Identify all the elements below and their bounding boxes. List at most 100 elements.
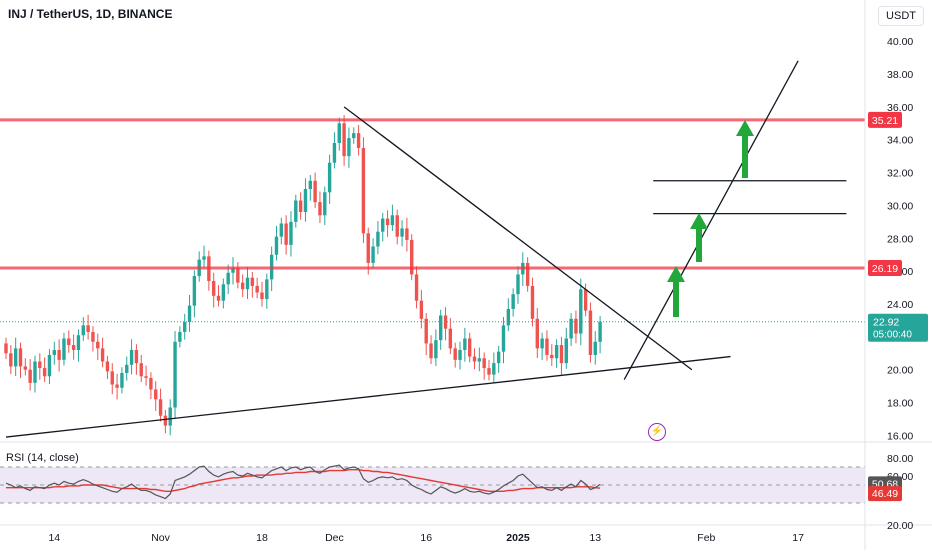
candle-body[interactable] (226, 272, 230, 285)
candle-body[interactable] (289, 221, 293, 245)
candle-body[interactable] (13, 348, 18, 367)
candle-body[interactable] (366, 233, 370, 263)
candle-body[interactable] (202, 256, 206, 260)
candle-body[interactable] (381, 218, 385, 232)
candle-body[interactable] (443, 315, 448, 329)
candle-body[interactable] (139, 363, 143, 377)
candle-body[interactable] (482, 358, 486, 369)
candle-body[interactable] (110, 371, 114, 385)
drawing-lines[interactable] (0, 60, 865, 438)
candle-body[interactable] (154, 389, 158, 400)
candle-body[interactable] (183, 322, 187, 332)
candle-body[interactable] (439, 315, 443, 341)
candle-body[interactable] (52, 350, 56, 355)
rsi-ma-line[interactable] (6, 469, 601, 492)
target-arrow-icon[interactable] (736, 120, 754, 178)
candle-body[interactable] (405, 228, 409, 240)
candle-body[interactable] (458, 350, 462, 360)
candle-body[interactable] (173, 341, 177, 408)
candle-body[interactable] (265, 279, 269, 300)
candle-body[interactable] (236, 267, 240, 283)
candle-body[interactable] (100, 348, 105, 362)
candle-body[interactable] (71, 345, 76, 350)
candle-body[interactable] (38, 361, 42, 369)
symbol-title[interactable]: INJ / TetherUS, 1D, BINANCE (8, 7, 173, 21)
candle-body[interactable] (385, 218, 390, 226)
candle-body[interactable] (598, 321, 602, 342)
candle-body[interactable] (23, 366, 28, 370)
rsi-label[interactable]: RSI (14, close) (6, 452, 79, 464)
candle-body[interactable] (376, 231, 380, 247)
candle-body[interactable] (424, 318, 428, 344)
candle-body[interactable] (501, 325, 506, 352)
candle-body[interactable] (28, 369, 32, 383)
candle-body[interactable] (564, 338, 568, 364)
candle-body[interactable] (506, 308, 511, 326)
candle-body[interactable] (308, 180, 312, 189)
candle-body[interactable] (105, 361, 110, 372)
candle-body[interactable] (414, 274, 419, 301)
candle-body[interactable] (221, 284, 226, 301)
trendline-descending-resistance[interactable] (343, 106, 693, 371)
candle-body[interactable] (337, 123, 341, 143)
candle-body[interactable] (255, 285, 259, 293)
candle-body[interactable] (516, 274, 520, 295)
candle-body[interactable] (279, 223, 284, 237)
candle-body[interactable] (18, 348, 23, 367)
candle-body[interactable] (303, 189, 308, 212)
candle-body[interactable] (477, 358, 482, 362)
candle-body[interactable] (149, 377, 153, 390)
candle-body[interactable] (579, 289, 583, 334)
candle-body[interactable] (327, 162, 332, 193)
target-arrow-icon[interactable] (690, 213, 708, 262)
candle-body[interactable] (574, 318, 578, 334)
candle-body[interactable] (96, 341, 100, 349)
candle-body[interactable] (492, 363, 496, 375)
candle-body[interactable] (163, 415, 168, 426)
candle-body[interactable] (540, 338, 544, 349)
candle-body[interactable] (47, 354, 52, 377)
candle-body[interactable] (144, 376, 148, 378)
candle-body[interactable] (298, 200, 303, 213)
candle-body[interactable] (318, 202, 322, 216)
candle-body[interactable] (496, 351, 501, 364)
candle-body[interactable] (115, 384, 119, 388)
candle-body[interactable] (550, 354, 554, 359)
candle-body[interactable] (134, 350, 139, 364)
candle-body[interactable] (559, 345, 564, 364)
candles[interactable] (4, 115, 602, 436)
candle-body[interactable] (525, 262, 530, 286)
candle-body[interactable] (400, 228, 404, 237)
rsi-line[interactable] (5, 464, 601, 500)
candle-body[interactable] (240, 282, 245, 290)
candle-body[interactable] (216, 295, 221, 301)
candle-body[interactable] (9, 353, 13, 367)
candle-body[interactable] (129, 350, 134, 365)
candle-body[interactable] (42, 368, 47, 377)
candle-body[interactable] (81, 325, 85, 336)
candle-body[interactable] (57, 350, 61, 360)
candle-body[interactable] (342, 123, 346, 157)
candle-body[interactable] (588, 310, 593, 355)
candle-body[interactable] (530, 285, 535, 319)
candle-body[interactable] (583, 289, 588, 311)
candle-body[interactable] (554, 345, 559, 359)
candle-body[interactable] (472, 356, 477, 362)
candle-body[interactable] (62, 338, 66, 360)
candle-body[interactable] (211, 281, 216, 296)
candle-body[interactable] (313, 180, 317, 203)
candle-body[interactable] (332, 143, 337, 163)
candle-body[interactable] (250, 277, 255, 286)
candle-body[interactable] (429, 343, 433, 359)
currency-button[interactable]: USDT (878, 6, 924, 26)
candle-body[interactable] (535, 318, 539, 349)
candle-body[interactable] (448, 328, 453, 349)
candle-body[interactable] (86, 325, 90, 332)
candle-body[interactable] (274, 236, 279, 255)
candle-body[interactable] (545, 338, 549, 355)
candle-body[interactable] (120, 373, 124, 388)
candle-body[interactable] (158, 399, 163, 416)
candle-body[interactable] (467, 338, 472, 357)
candle-body[interactable] (91, 331, 95, 342)
candle-body[interactable] (395, 215, 399, 237)
